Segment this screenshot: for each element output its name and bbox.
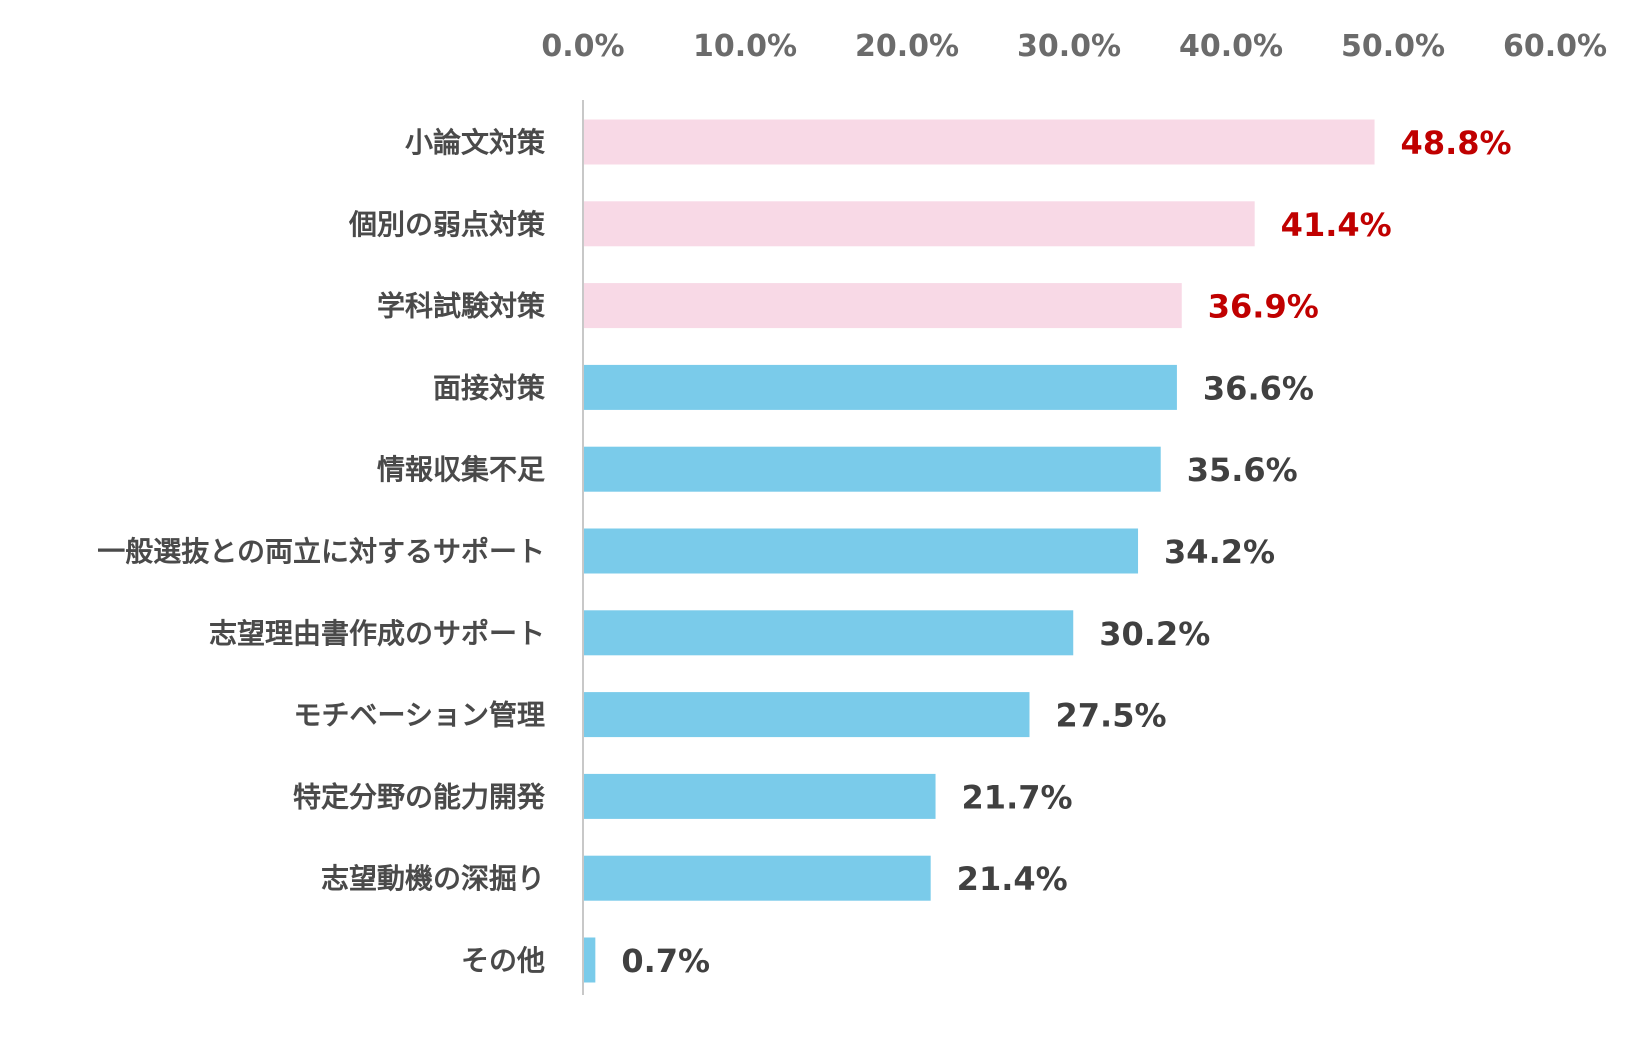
category-label: 情報収集不足	[377, 453, 545, 486]
x-tick-label: 50.0%	[1341, 29, 1445, 64]
bar	[584, 364, 1177, 410]
category-label: 一般選抜との両立に対するサポート	[97, 535, 545, 568]
category-label: 志望理由書作成のサポート	[209, 617, 545, 650]
bar	[584, 610, 1074, 656]
data-label: 27.5%	[1056, 697, 1167, 735]
x-tick-label: 30.0%	[1017, 29, 1121, 64]
category-label: モチベーション管理	[294, 699, 545, 732]
bar	[584, 692, 1030, 738]
bar	[584, 119, 1375, 165]
data-label: 36.6%	[1203, 369, 1314, 407]
bar	[584, 773, 936, 819]
bar	[584, 446, 1161, 492]
category-label: 志望動機の深掘り	[321, 862, 545, 895]
data-label: 30.2%	[1099, 615, 1210, 653]
x-tick-label: 40.0%	[1179, 29, 1283, 64]
bar	[584, 201, 1255, 247]
x-tick-label: 20.0%	[855, 29, 959, 64]
x-tick-label: 60.0%	[1503, 29, 1607, 64]
data-label: 36.9%	[1208, 288, 1319, 326]
data-label: 48.8%	[1401, 124, 1512, 162]
data-label: 21.7%	[962, 778, 1073, 816]
category-label: 小論文対策	[405, 126, 545, 159]
data-label: 21.4%	[957, 860, 1068, 898]
category-label: 面接対策	[433, 371, 545, 404]
x-tick-label: 10.0%	[693, 29, 797, 64]
data-label: 41.4%	[1281, 206, 1392, 244]
x-tick-label: 0.0%	[541, 29, 624, 64]
bar	[584, 283, 1182, 329]
bar	[584, 937, 596, 983]
bar	[584, 528, 1139, 574]
category-label: 特定分野の能力開発	[293, 780, 546, 813]
bar	[584, 855, 931, 901]
category-label: 個別の弱点対策	[348, 208, 545, 241]
category-label: その他	[461, 944, 545, 977]
category-label: 学科試験対策	[377, 290, 545, 323]
data-label: 34.2%	[1164, 533, 1275, 571]
data-label: 0.7%	[621, 942, 710, 980]
data-label: 35.6%	[1187, 451, 1298, 489]
